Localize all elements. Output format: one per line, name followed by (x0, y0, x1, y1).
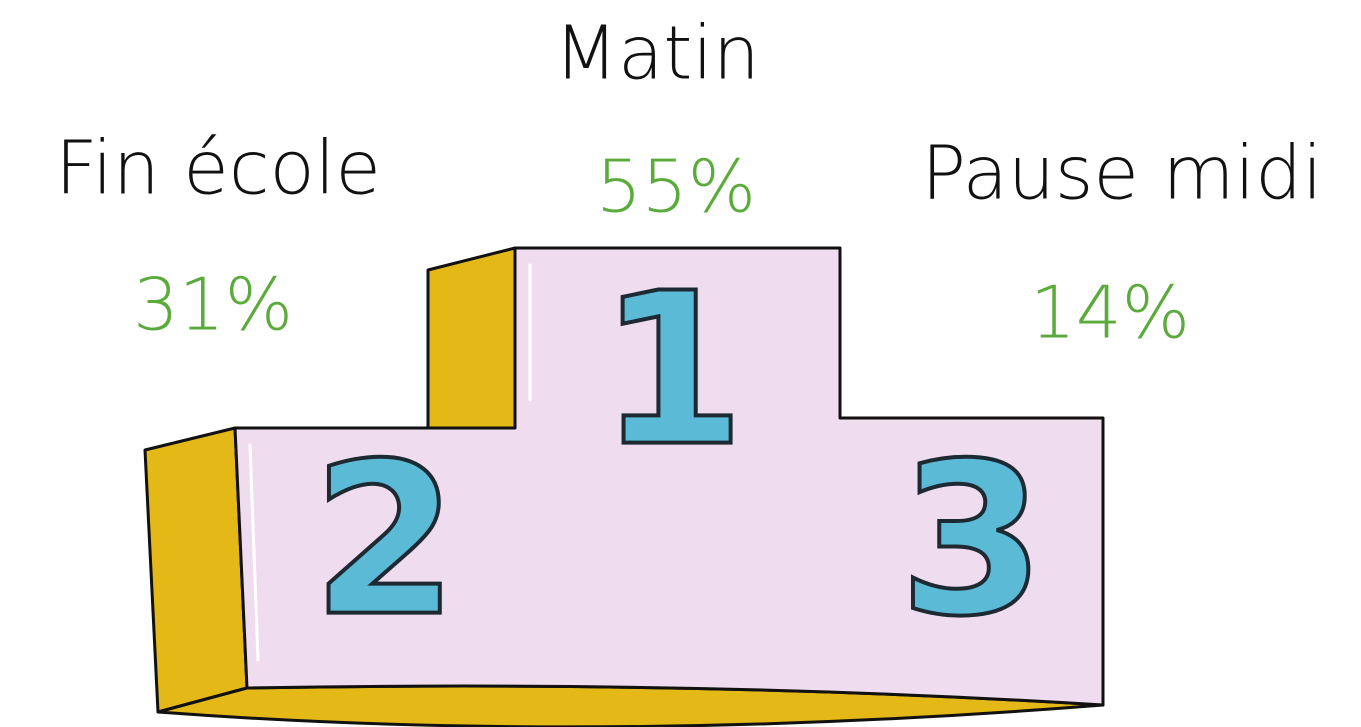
place-share: 14% (1030, 271, 1190, 355)
podium-side-left (145, 428, 247, 712)
place-share: 55% (596, 145, 756, 229)
place-label: Fin école (55, 126, 381, 212)
podium-side-top (428, 248, 515, 428)
rank-number: 3 (899, 418, 1045, 663)
rank-number: 1 (599, 248, 745, 493)
place-share: 31% (133, 263, 293, 347)
rank-number: 2 (312, 418, 458, 663)
podium-diagram: 1 2 3 Matin 55% Fin école 31% Pause midi… (0, 0, 1361, 727)
place-label: Pause midi (921, 131, 1322, 217)
place-label: Matin (554, 11, 760, 97)
